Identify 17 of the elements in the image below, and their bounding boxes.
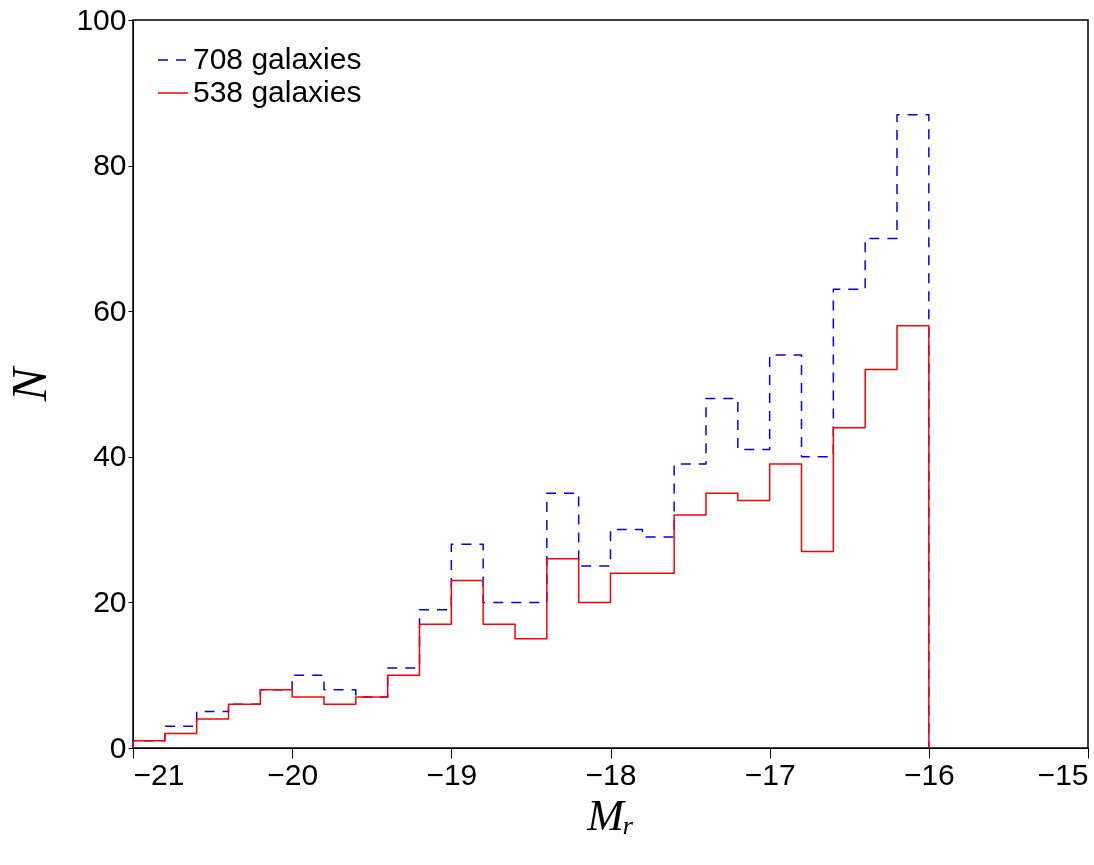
y-tick-label: 40: [93, 439, 127, 473]
x-tick-label: −15: [1037, 757, 1089, 791]
y-tick-label: 20: [93, 584, 127, 618]
y-tick-label: 80: [93, 148, 127, 182]
legend-label: 538 galaxies: [193, 75, 362, 108]
x-axis-title: Mᵣ: [586, 790, 635, 840]
y-tick-label: 100: [76, 2, 127, 36]
x-tick-label: −19: [426, 757, 478, 791]
x-tick-label: −21: [133, 757, 185, 791]
y-axis-title: N: [1, 365, 58, 403]
x-tick-label: −20: [267, 757, 319, 791]
legend-label: 708 galaxies: [193, 42, 362, 75]
x-tick-label: −16: [903, 757, 955, 791]
y-tick-label: 0: [109, 730, 127, 764]
x-tick-label: −17: [744, 757, 796, 791]
y-tick-label: 60: [93, 293, 127, 327]
x-tick-label: −18: [585, 757, 637, 791]
